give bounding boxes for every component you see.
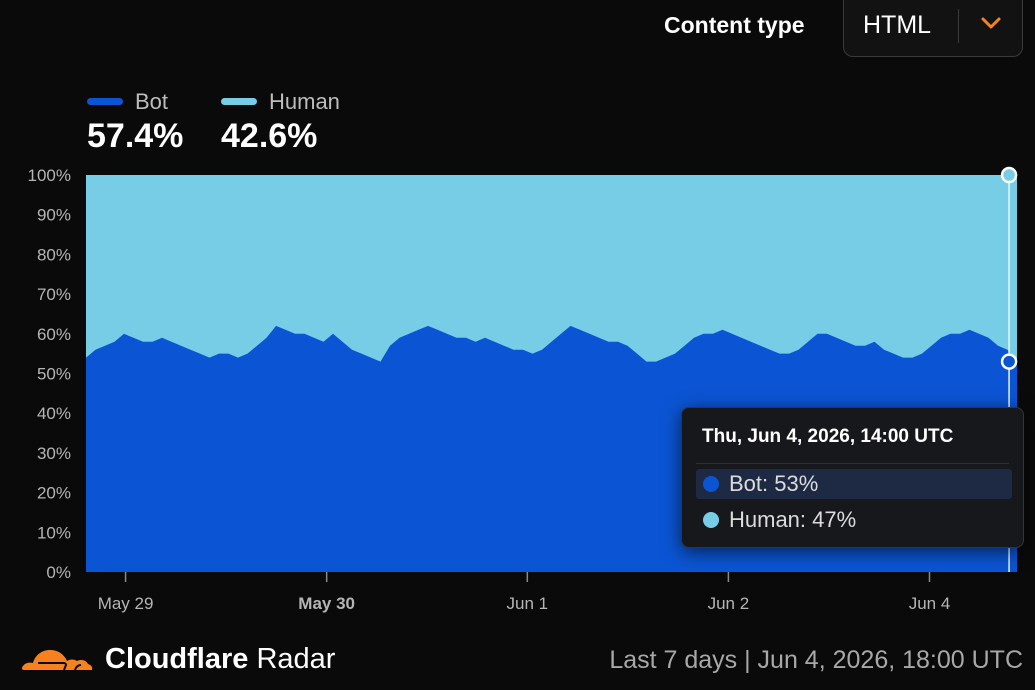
hover-point-bot xyxy=(1000,353,1018,370)
chevron-down-icon[interactable] xyxy=(979,15,1003,31)
dropdown-separator xyxy=(958,9,959,43)
y-tick-label: 10% xyxy=(37,523,71,542)
y-tick-label: 40% xyxy=(37,404,71,423)
bot-percent: 57.4% xyxy=(87,117,184,155)
human-swatch xyxy=(221,98,257,105)
x-tick-label: Jun 1 xyxy=(506,594,548,613)
y-tick-label: 0% xyxy=(46,563,71,582)
brand-name[interactable]: Cloudflare Radar xyxy=(105,643,335,676)
time-range-label: Last 7 days | Jun 4, 2026, 18:00 UTC xyxy=(609,646,1023,674)
content-type-value: HTML xyxy=(863,11,932,39)
bot-swatch xyxy=(87,98,123,105)
x-tick-label: May 29 xyxy=(98,594,154,613)
y-tick-label: 80% xyxy=(37,245,71,264)
x-tick-label: Jun 2 xyxy=(708,594,750,613)
cloudflare-logo-icon xyxy=(21,650,93,671)
y-tick-label: 60% xyxy=(37,325,71,344)
tooltip-divider xyxy=(696,463,1009,464)
tooltip-title: Thu, Jun 4, 2026, 14:00 UTC xyxy=(702,426,954,447)
tooltip-row-bot: Bot: 53% xyxy=(696,469,1012,499)
chart-tooltip: Thu, Jun 4, 2026, 14:00 UTC Bot: 53% Hum… xyxy=(681,407,1024,548)
bot-legend-label: Bot xyxy=(135,89,169,114)
tooltip-row-human: Human: 47% xyxy=(696,505,1012,535)
legend-item-bot[interactable]: Bot 57.4% xyxy=(87,88,207,158)
y-tick-label: 50% xyxy=(37,365,71,384)
y-tick-label: 70% xyxy=(37,285,71,304)
content-type-dropdown[interactable]: HTML xyxy=(843,0,1023,57)
bot-dot-icon xyxy=(703,476,719,492)
human-percent: 42.6% xyxy=(221,117,318,155)
tooltip-human-value: Human: 47% xyxy=(729,507,857,532)
y-tick-label: 30% xyxy=(37,444,71,463)
brand-bold: Cloudflare xyxy=(105,643,249,675)
x-tick-label: May 30 xyxy=(298,594,355,613)
hover-point-human xyxy=(1000,166,1018,184)
human-legend-label: Human xyxy=(269,89,340,114)
brand-rest: Radar xyxy=(248,643,336,675)
y-tick-label: 90% xyxy=(37,206,71,225)
x-tick-label: Jun 4 xyxy=(909,594,951,613)
y-tick-label: 100% xyxy=(28,166,71,185)
y-tick-label: 20% xyxy=(37,484,71,503)
content-type-label: Content type xyxy=(664,12,805,38)
legend-item-human[interactable]: Human 42.6% xyxy=(221,88,361,158)
human-dot-icon xyxy=(703,512,719,528)
tooltip-bot-value: Bot: 53% xyxy=(729,471,819,496)
